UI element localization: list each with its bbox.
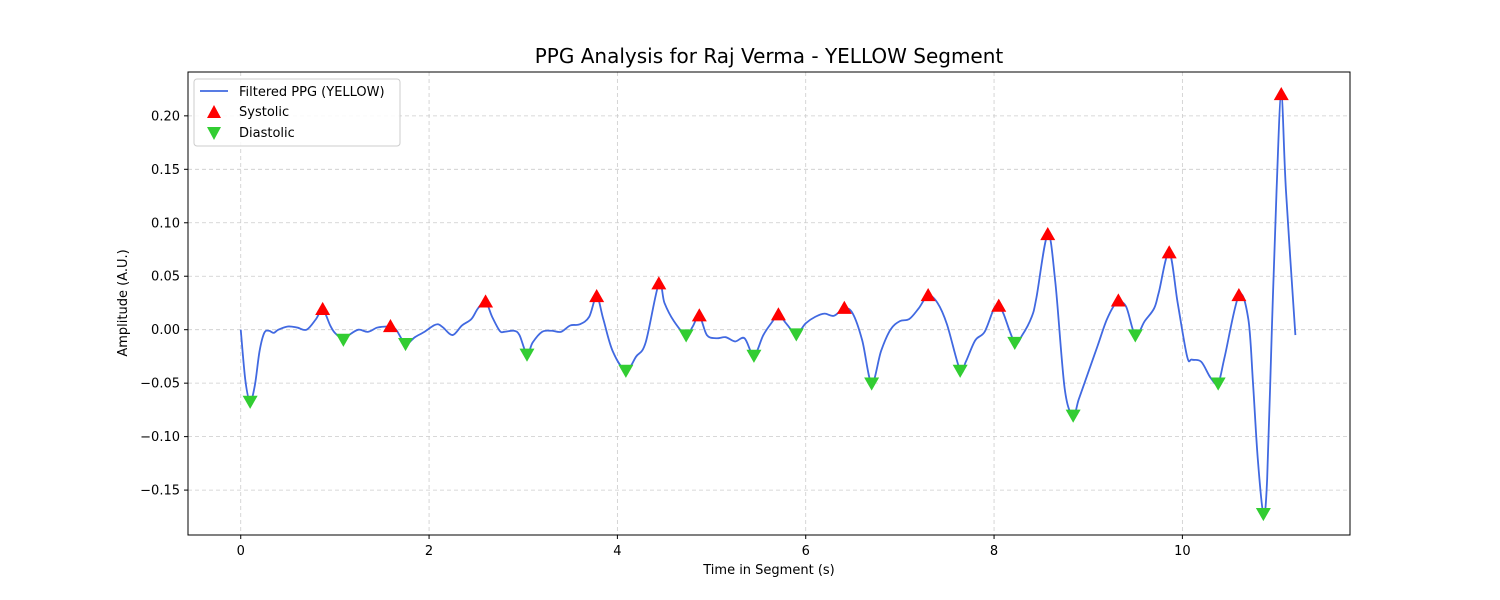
legend: Filtered PPG (YELLOW) Systolic Diastolic [193,78,401,147]
x-tick-label: 10 [1174,544,1191,559]
diastolic-trough-marker [335,333,351,347]
systolic-peak-marker [691,308,707,322]
systolic-peak-marker [382,318,398,333]
series-lines [239,93,1297,516]
diastolic-trough-marker [398,337,414,352]
systolic-peak-marker [770,307,786,321]
plot-area-frame [187,71,1351,536]
systolic-peak-marker [836,300,852,314]
x-tick-label: 2 [425,544,433,559]
diastolic-trough-marker [242,395,258,409]
y-tick-label: 0.00 [151,323,180,338]
y-axis-ticks: −0.15 −0.10 −0.05 0.00 0.05 0.10 0.15 0.20 [140,109,188,499]
diastolic-trough-marker [1255,507,1271,522]
diastolic-trough-marker [678,329,694,343]
systolic-peak-marker [991,298,1007,312]
legend-diastolic-marker [207,127,221,140]
x-axis-ticks: 0 2 4 6 8 10 [237,535,1191,559]
diastolic-trough-marker [788,328,804,342]
y-tick-label: −0.05 [140,377,180,392]
diastolic-trough-marker [618,364,634,378]
chart-title: PPG Analysis for Raj Verma - YELLOW Segm… [535,44,1004,68]
y-tick-label: 0.10 [151,216,180,231]
systolic-peak-marker [651,276,667,290]
x-tick-label: 6 [802,544,810,559]
y-tick-label: 0.20 [151,109,180,124]
grid-lines [188,72,1350,535]
diastolic-trough-marker [746,349,762,363]
systolic-peak-marker [1110,293,1126,307]
diastolic-trough-marker [1210,377,1226,391]
x-axis-label: Time in Segment (s) [702,563,834,578]
x-tick-label: 0 [237,544,245,559]
diastolic-trough-marker [1127,329,1143,343]
legend-label-systolic: Systolic [239,105,289,120]
ppg-signal-line [239,93,1297,516]
diastolic-trough-marker [952,364,968,378]
y-tick-label: 0.15 [151,163,180,178]
legend-box [193,78,401,147]
systolic-peak-marker [1040,227,1056,241]
y-axis-label: Amplitude (A.U.) [116,249,131,356]
diastolic-trough-marker [519,348,535,362]
systolic-peak-marker [920,287,936,302]
systolic-peak-marker [315,301,331,316]
diastolic-trough-marker [864,377,880,391]
x-tick-label: 8 [990,544,998,559]
y-tick-label: −0.10 [140,430,180,445]
y-tick-label: −0.15 [140,484,180,499]
x-tick-label: 4 [613,544,621,559]
diastolic-trough-marker [1065,409,1081,423]
systolic-peak-marker [589,289,605,303]
diastolic-trough-marker [1007,336,1023,351]
systolic-peak-marker [1231,287,1247,302]
legend-label-diastolic: Diastolic [239,126,295,141]
y-tick-label: 0.05 [151,270,180,285]
legend-label-filtered: Filtered PPG (YELLOW) [239,85,385,100]
systolic-peak-marker [478,294,494,308]
systolic-peak-marker [1273,86,1289,101]
peak-markers [242,86,1289,522]
legend-systolic-marker [207,105,221,118]
systolic-peak-marker [1161,245,1177,259]
